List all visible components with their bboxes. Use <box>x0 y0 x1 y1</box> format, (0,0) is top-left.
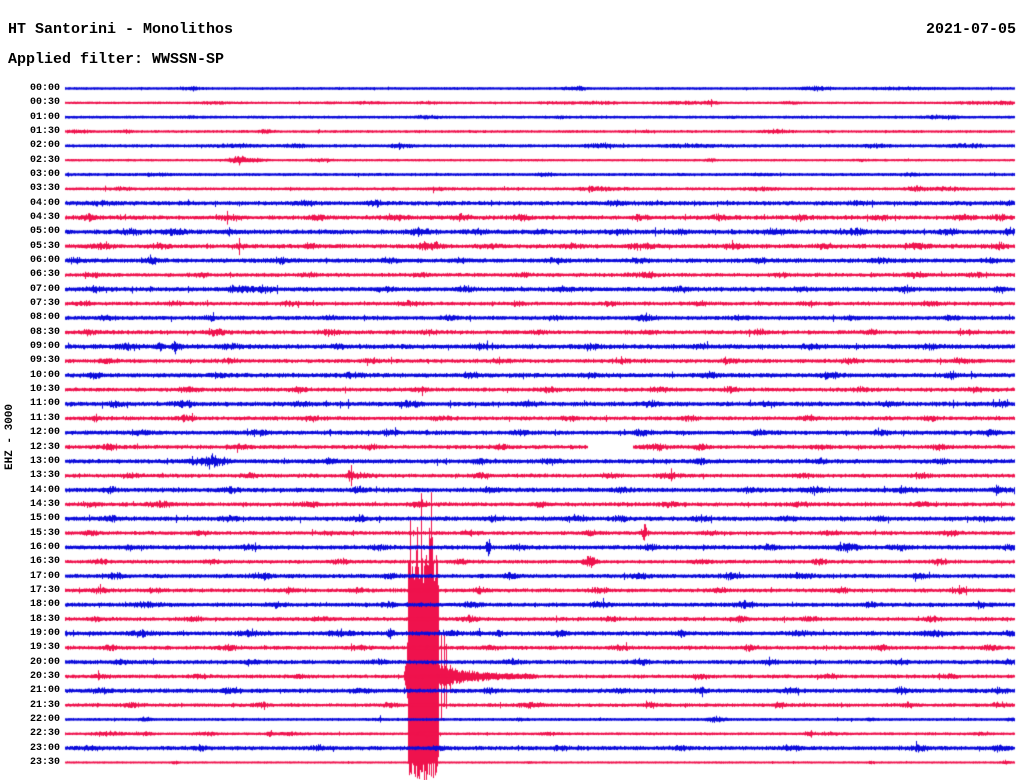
trace-time-label: 03:00 <box>29 169 60 181</box>
trace-time-label: 14:00 <box>29 484 60 496</box>
trace-time-label: 22:00 <box>29 713 60 725</box>
trace-time-label: 19:30 <box>29 642 60 654</box>
trace-time-label: 20:30 <box>29 670 60 682</box>
trace-time-label: 17:00 <box>29 570 60 582</box>
trace-time-label: 05:00 <box>29 226 60 238</box>
trace-time-label: 12:30 <box>29 441 60 453</box>
trace-time-label: 02:00 <box>29 140 60 152</box>
trace-time-label: 10:00 <box>29 369 60 381</box>
trace-time-label: 11:00 <box>29 398 60 410</box>
trace-time-label: 00:30 <box>29 97 60 109</box>
applied-filter-label: Applied filter: WWSSN-SP <box>8 51 225 68</box>
trace-time-label: 21:30 <box>29 699 60 711</box>
trace-time-label: 15:00 <box>29 513 60 525</box>
trace-time-label: 20:00 <box>29 656 60 668</box>
trace-time-label: 01:30 <box>29 126 60 138</box>
trace-time-label: 13:30 <box>29 470 60 482</box>
trace-time-label: 08:30 <box>29 326 60 338</box>
trace-time-label: 00:00 <box>29 83 60 94</box>
trace-time-label: 04:00 <box>29 197 60 209</box>
trace-time-labels: 00:00 00:30 01:00 01:30 02:00 02:30 03:00 03:30… <box>0 0 60 780</box>
trace-time-label: 18:00 <box>29 599 60 611</box>
trace-time-label: 10:30 <box>29 384 60 396</box>
trace-time-label: 07:00 <box>29 283 60 295</box>
trace-time-label: 09:30 <box>29 355 60 367</box>
trace-time-label: 12:00 <box>29 427 60 439</box>
trace-time-label: 07:30 <box>29 298 60 310</box>
trace-time-label: 06:30 <box>29 269 60 281</box>
trace-time-label: 03:30 <box>29 183 60 195</box>
trace-time-label: 18:30 <box>29 613 60 625</box>
trace-time-label: 11:30 <box>29 412 60 424</box>
trace-time-label: 21:00 <box>29 685 60 697</box>
header-date: 2021-07-05 <box>925 21 1016 38</box>
trace-time-label: 14:30 <box>29 498 60 510</box>
trace-time-label: 02:30 <box>29 154 60 166</box>
trace-time-label: 22:30 <box>29 728 60 740</box>
trace-time-label: 13:00 <box>29 455 60 467</box>
trace-time-label: 05:30 <box>29 240 60 252</box>
trace-time-label: 19:00 <box>29 627 60 639</box>
station-title: HT Santorini - Monolithos <box>8 21 234 38</box>
trace-time-label: 04:30 <box>29 212 60 224</box>
trace-time-label: 23:30 <box>29 756 60 768</box>
trace-time-label: 16:00 <box>29 541 60 553</box>
trace-time-label: 16:30 <box>29 556 60 568</box>
trace-time-label: 06:00 <box>29 255 60 267</box>
trace-time-label: 15:30 <box>29 527 60 539</box>
trace-time-label: 08:00 <box>29 312 60 324</box>
trace-time-label: 23:00 <box>29 742 60 754</box>
trace-time-label: 01:00 <box>29 111 60 123</box>
trace-time-label: 17:30 <box>29 584 60 596</box>
trace-time-label: 09:00 <box>29 341 60 353</box>
